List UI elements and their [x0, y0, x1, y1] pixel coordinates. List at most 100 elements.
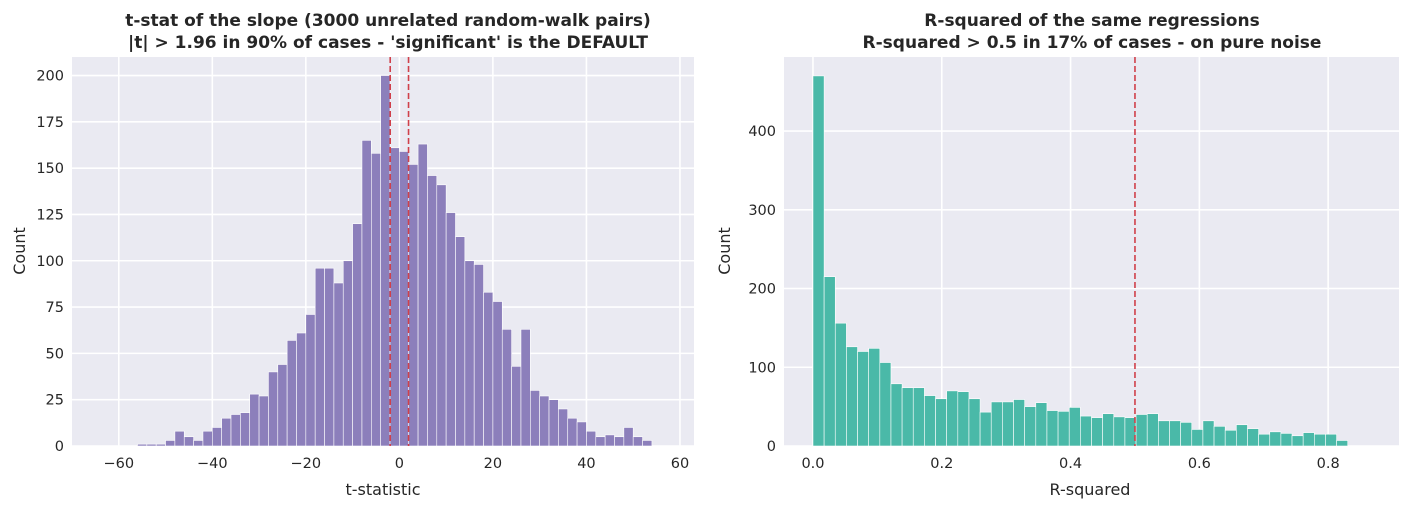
histogram-bar: [445, 212, 456, 447]
histogram-bar: [586, 430, 597, 447]
histogram-bar: [1202, 420, 1215, 447]
left-x-axis-label: t-statistic: [345, 480, 420, 499]
histogram-bar: [1146, 413, 1159, 447]
x-tick-label: −20: [291, 456, 322, 472]
histogram-bar: [483, 291, 494, 447]
histogram-bar: [642, 440, 653, 447]
histogram-bar: [1213, 426, 1226, 447]
histogram-bar: [901, 387, 914, 447]
y-tick-label: 400: [748, 124, 776, 140]
x-tick-label: 0.8: [1317, 456, 1340, 472]
left-y-tick-labels: 0 25 50 75 100 125 150 175 200: [36, 69, 64, 455]
histogram-bar: [511, 366, 522, 447]
histogram-bar: [427, 175, 438, 447]
right-chart: 0.0 0.2 0.4 0.6 0.8 0 100 200 300 400 R-squared …: [715, 11, 1399, 499]
histogram-bar: [520, 328, 531, 447]
histogram-bar: [614, 436, 625, 447]
right-y-tick-labels: 0 100 200 300 400: [748, 124, 776, 455]
histogram-bar: [1057, 411, 1070, 447]
histogram-bar: [174, 430, 185, 447]
histogram-bar: [879, 362, 892, 447]
histogram-bar: [946, 390, 959, 447]
histogram-bar: [1247, 428, 1259, 447]
right-histogram-bars: [812, 75, 1349, 447]
histogram-bar: [567, 417, 578, 447]
histogram-bar: [296, 332, 307, 447]
histogram-bar: [1291, 435, 1304, 447]
histogram-bar: [834, 322, 847, 447]
x-tick-label: 0.4: [1059, 456, 1082, 472]
left-histogram-bars: [137, 75, 653, 447]
histogram-bar: [455, 236, 466, 447]
histogram-bar: [277, 364, 288, 447]
x-tick-label: 0: [395, 456, 404, 472]
histogram-bar: [305, 314, 316, 447]
left-x-tick-labels: −60 −40 −20 0 20 40 60: [103, 456, 689, 472]
right-chart-title: R-squared of the same regressions: [924, 11, 1259, 31]
histogram-bar: [436, 184, 447, 447]
histogram-bar: [1080, 415, 1092, 447]
histogram-bar: [1024, 406, 1037, 447]
histogram-bar: [314, 267, 325, 447]
histogram-bar: [221, 417, 232, 447]
histogram-bar: [1158, 420, 1170, 447]
histogram-bar: [990, 401, 1003, 447]
histogram-bar: [324, 267, 335, 447]
left-chart-subtitle: |t| > 1.96 in 90% of cases - 'significan…: [128, 33, 648, 53]
histogram-bar: [361, 140, 372, 447]
histogram-bar: [417, 143, 428, 447]
histogram-bar: [912, 387, 925, 447]
histogram-bar: [1035, 402, 1048, 447]
x-tick-label: −60: [103, 456, 134, 472]
histogram-bar: [1013, 399, 1025, 447]
histogram-bar: [371, 153, 381, 447]
histogram-bar: [473, 264, 484, 447]
histogram-bar: [924, 395, 936, 447]
y-tick-label: 100: [36, 254, 64, 270]
histogram-bar: [333, 282, 344, 447]
y-tick-label: 0: [767, 439, 776, 455]
histogram-bar: [957, 391, 970, 447]
y-tick-label: 25: [46, 393, 64, 409]
histogram-bar: [165, 440, 176, 447]
histogram-bar: [408, 164, 419, 447]
histogram-bar: [846, 346, 858, 447]
histogram-bar: [1191, 429, 1204, 447]
histogram-bar: [548, 399, 559, 447]
histogram-bar: [501, 328, 512, 447]
histogram-bar: [183, 436, 194, 447]
histogram-bar: [623, 427, 634, 447]
histogram-bar: [146, 443, 157, 447]
histogram-bar: [857, 351, 869, 447]
histogram-bar: [286, 340, 297, 447]
histogram-bar: [576, 421, 587, 447]
y-tick-label: 100: [748, 360, 776, 376]
right-x-tick-labels: 0.0 0.2 0.4 0.6 0.8: [801, 456, 1339, 472]
histogram-bar: [380, 75, 391, 447]
right-y-axis-label: Count: [715, 227, 734, 275]
histogram-bar: [249, 393, 260, 447]
x-tick-label: 0.6: [1188, 456, 1211, 472]
histogram-bar: [595, 436, 606, 447]
histogram-bar: [1102, 413, 1115, 447]
histogram-bar: [1068, 407, 1081, 447]
histogram-bar: [604, 434, 615, 447]
histogram-bar: [1336, 440, 1349, 447]
histogram-bar: [558, 408, 569, 447]
histogram-bar: [492, 301, 503, 447]
right-chart-subtitle: R-squared > 0.5 in 17% of cases - on pur…: [863, 33, 1322, 53]
histogram-bar: [530, 390, 540, 447]
histogram-bar: [1258, 433, 1271, 447]
histogram-bar: [268, 371, 279, 447]
right-x-axis-label: R-squared: [1050, 480, 1131, 499]
left-reference-lines: [389, 57, 410, 446]
histogram-bar: [240, 412, 251, 447]
histogram-bar: [1325, 433, 1337, 447]
histogram-bar: [890, 383, 903, 447]
histogram-bar: [1314, 433, 1326, 447]
y-tick-label: 175: [36, 115, 64, 131]
histogram-bar: [193, 440, 204, 447]
left-chart-title: t-stat of the slope (3000 unrelated rand…: [125, 11, 651, 31]
